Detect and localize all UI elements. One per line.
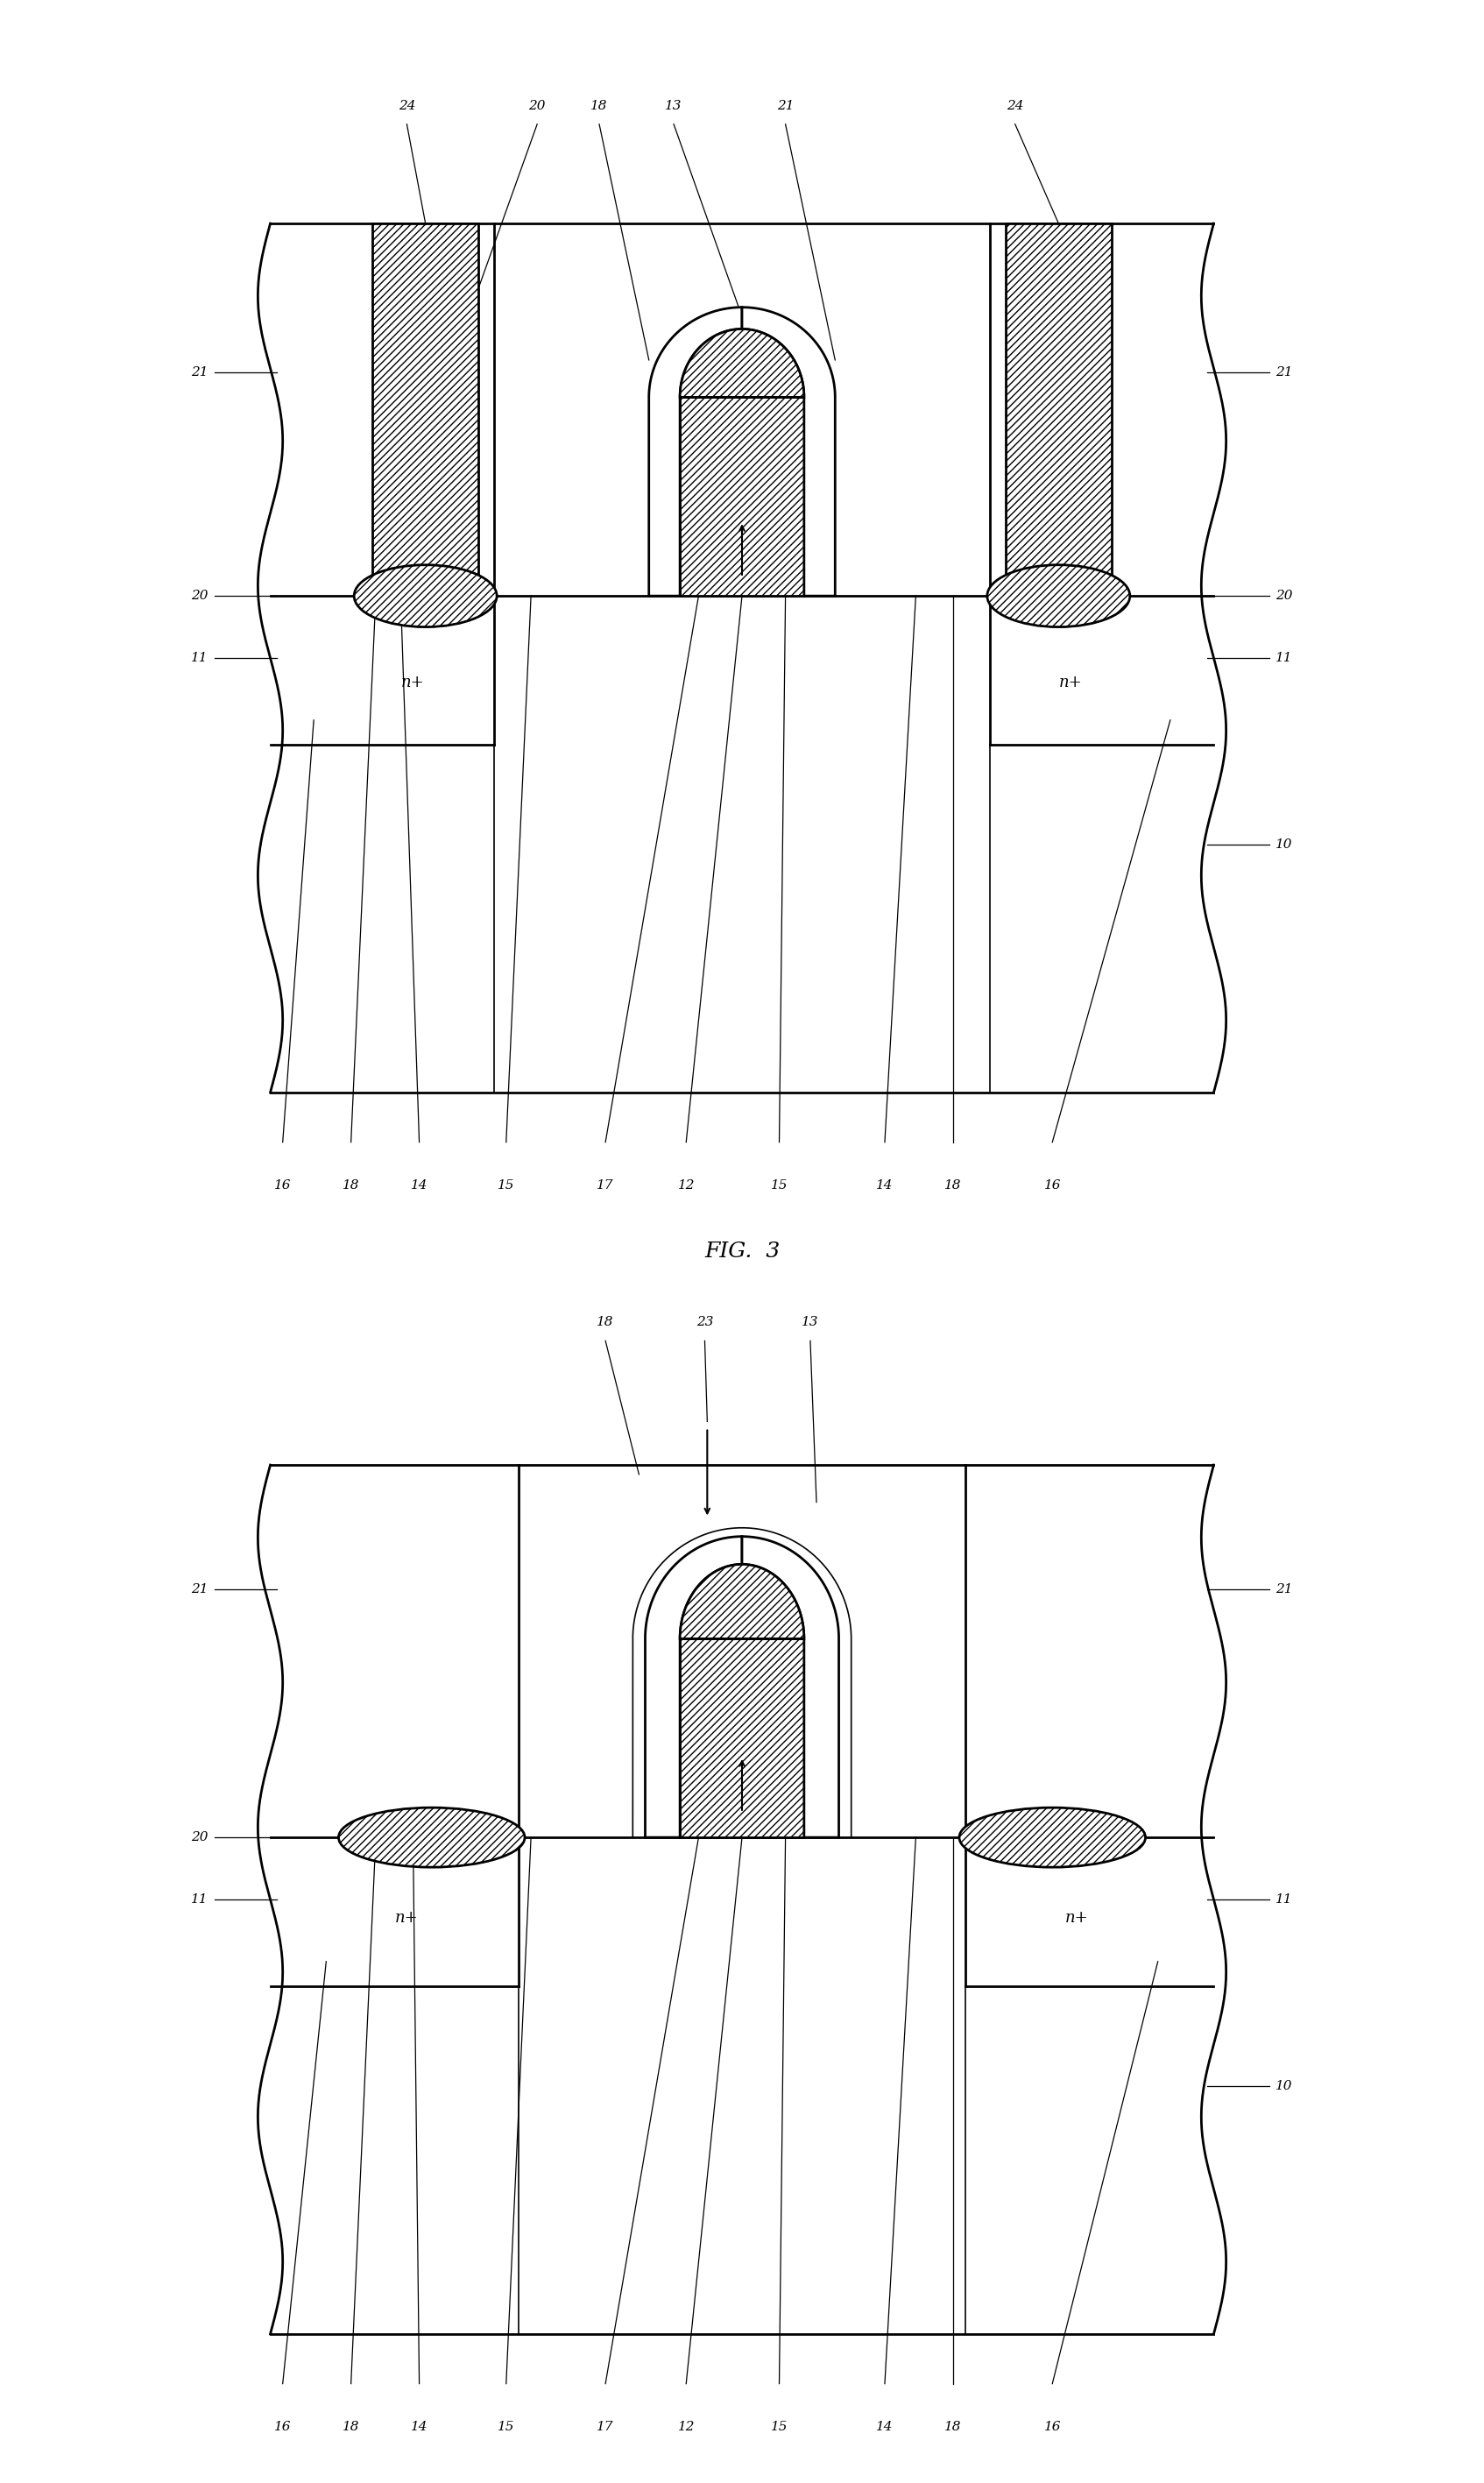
Text: 10: 10 — [1276, 2081, 1293, 2091]
Bar — [1006, 223, 1112, 596]
Bar — [680, 397, 804, 596]
Polygon shape — [742, 308, 835, 596]
Text: 21: 21 — [191, 367, 208, 377]
Ellipse shape — [987, 564, 1129, 626]
Text: 20: 20 — [191, 591, 208, 601]
Text: 21: 21 — [191, 1584, 208, 1594]
Text: 17: 17 — [597, 1179, 614, 1192]
Text: n+: n+ — [1066, 1909, 1089, 1927]
Text: 20: 20 — [191, 1832, 208, 1842]
Polygon shape — [649, 308, 742, 596]
Text: 14: 14 — [411, 1179, 427, 1192]
Text: 17: 17 — [597, 2421, 614, 2433]
Text: n+: n+ — [401, 675, 424, 690]
Text: 15: 15 — [770, 1179, 788, 1192]
Text: 10: 10 — [1276, 839, 1293, 849]
Text: 14: 14 — [876, 2421, 893, 2433]
Polygon shape — [646, 1537, 742, 1837]
Text: 13: 13 — [801, 1316, 819, 1328]
Text: 11: 11 — [191, 1895, 208, 1904]
Text: 12: 12 — [678, 2421, 695, 2433]
Text: 18: 18 — [944, 1179, 962, 1192]
Text: 11: 11 — [1276, 1895, 1293, 1904]
Text: 13: 13 — [665, 99, 683, 112]
Text: 18: 18 — [591, 99, 608, 112]
Ellipse shape — [959, 1808, 1146, 1867]
Text: 14: 14 — [411, 2421, 427, 2433]
Text: 21: 21 — [1276, 367, 1293, 377]
Text: 16: 16 — [1043, 2421, 1061, 2433]
Text: 20: 20 — [528, 99, 546, 112]
Bar — [372, 223, 478, 596]
Polygon shape — [680, 1564, 804, 1639]
Ellipse shape — [338, 1808, 525, 1867]
Text: 18: 18 — [944, 2421, 962, 2433]
Polygon shape — [742, 1537, 838, 1837]
Bar — [680, 1639, 804, 1837]
Bar — [680, 1639, 804, 1837]
Ellipse shape — [355, 564, 497, 626]
Text: 20: 20 — [1276, 591, 1293, 601]
Text: 21: 21 — [778, 99, 794, 112]
Text: 15: 15 — [770, 2421, 788, 2433]
Text: FIG.  3: FIG. 3 — [705, 1242, 779, 1261]
Text: n+: n+ — [395, 1909, 418, 1927]
Text: 18: 18 — [597, 1316, 614, 1328]
Text: 16: 16 — [275, 2421, 291, 2433]
Text: 16: 16 — [275, 1179, 291, 1192]
Text: 23: 23 — [696, 1316, 714, 1328]
Text: n+: n+ — [1060, 675, 1083, 690]
Text: 24: 24 — [1006, 99, 1024, 112]
Text: 12: 12 — [678, 1179, 695, 1192]
Text: 11: 11 — [191, 653, 208, 663]
Text: 11: 11 — [1276, 653, 1293, 663]
Text: 18: 18 — [343, 2421, 359, 2433]
Polygon shape — [680, 330, 804, 397]
Text: 14: 14 — [876, 1179, 893, 1192]
Text: 24: 24 — [398, 99, 416, 112]
Bar — [680, 397, 804, 596]
Text: 15: 15 — [497, 1179, 515, 1192]
Text: 18: 18 — [343, 1179, 359, 1192]
Text: 21: 21 — [1276, 1584, 1293, 1594]
Text: 16: 16 — [1043, 1179, 1061, 1192]
Bar — [1006, 223, 1112, 596]
Bar — [372, 223, 478, 596]
Text: 15: 15 — [497, 2421, 515, 2433]
